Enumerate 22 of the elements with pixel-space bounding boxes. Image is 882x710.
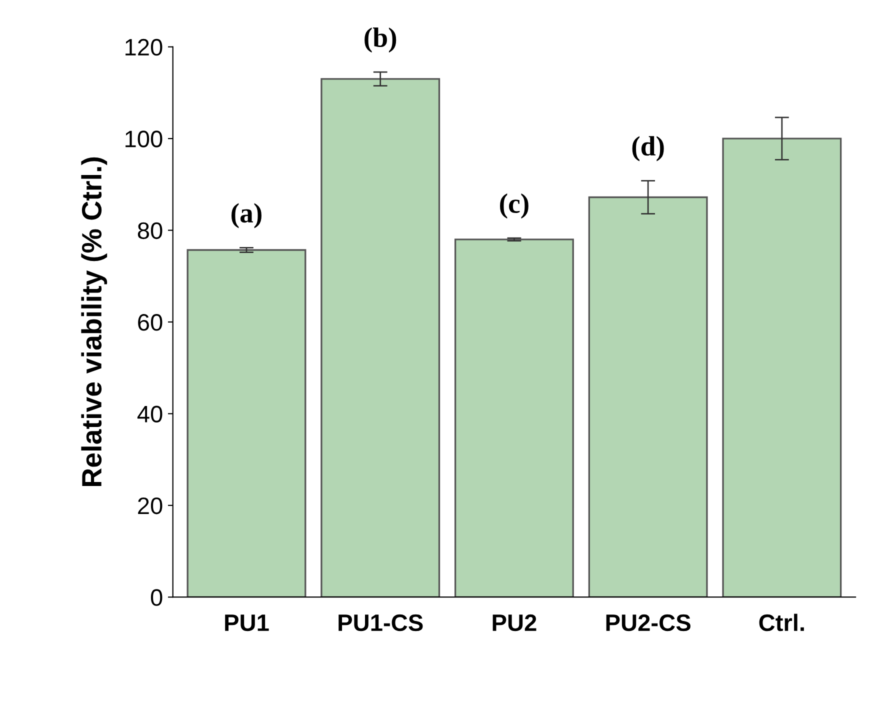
annotation: (b): [364, 27, 396, 53]
y-tick-label: 40: [137, 406, 162, 422]
bar: [186, 249, 306, 598]
x-tick-label: Ctrl.: [759, 614, 804, 632]
bar: [320, 78, 440, 598]
bar: [588, 196, 708, 598]
annotation: (c): [500, 193, 528, 219]
bar: [454, 238, 574, 598]
annotation: (d): [632, 136, 664, 162]
y-axis-title: Relative viability (% Ctrl.): [81, 157, 108, 486]
x-tick-label: PU1: [225, 614, 269, 632]
bar: [722, 138, 842, 598]
y-tick-label: 60: [138, 314, 162, 331]
x-tick-label: PU2: [492, 614, 536, 632]
x-tick-label: PU1-CS: [338, 614, 423, 632]
y-tick-label: 20: [138, 497, 162, 514]
x-tick-label: PU2-CS: [606, 614, 690, 632]
y-tick-label: 80: [138, 222, 162, 240]
y-tick-label: 120: [126, 38, 162, 56]
annotation: (a): [232, 203, 262, 228]
y-tick-label: 100: [126, 130, 162, 148]
y-tick-label: 0: [150, 589, 162, 606]
